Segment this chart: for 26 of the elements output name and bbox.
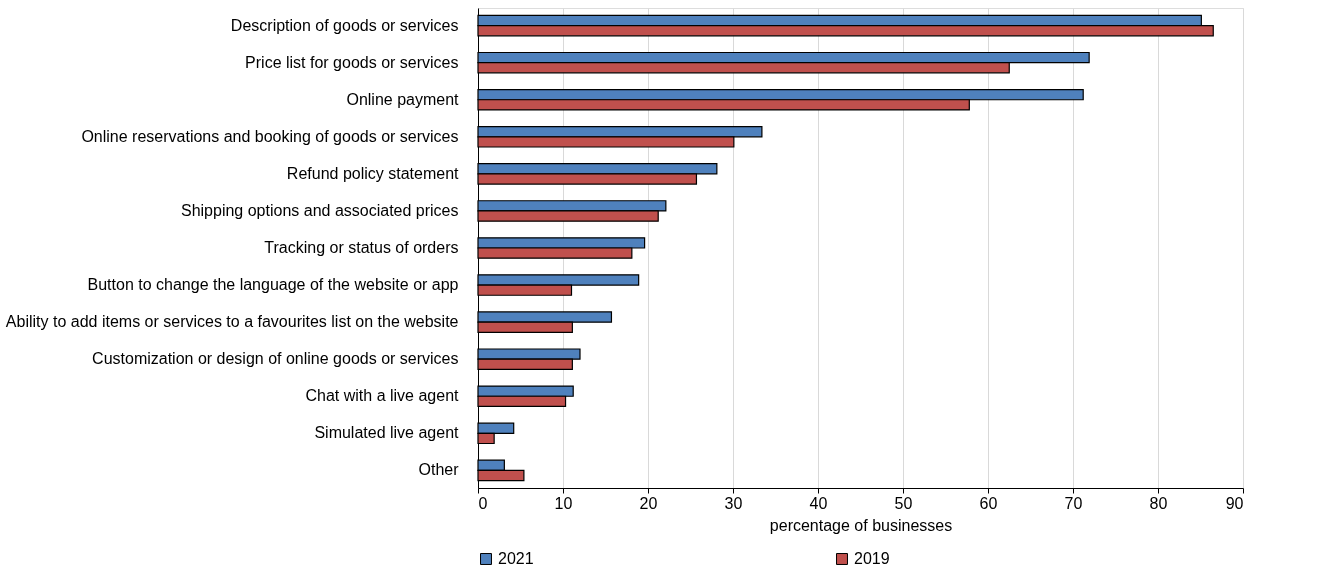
y-tick-label: Refund policy statement	[286, 164, 460, 182]
y-tick-label: Ability to add items or services to a favourites list on the website	[5, 313, 459, 331]
legend-label: 2021	[498, 550, 534, 567]
x-tick-label: 30	[724, 494, 743, 512]
x-tick-label: 0	[478, 494, 488, 512]
x-tick-label: 70	[1064, 494, 1083, 512]
y-tick-label: Online reservations and booking of goods or services	[81, 127, 459, 145]
x-axis-title: percentage of businesses	[769, 516, 953, 534]
x-tick-label: 60	[979, 494, 998, 512]
y-tick-label: Other	[418, 461, 460, 479]
x-tick-label: 40	[809, 494, 828, 512]
x-tick-label: 50	[894, 494, 913, 512]
x-tick-label: 90	[1225, 494, 1244, 512]
x-tick-label: 10	[554, 494, 573, 512]
y-tick-label: Tracking or status of orders	[264, 239, 459, 256]
y-tick-label: Price list for goods or services	[245, 53, 459, 71]
x-tick-label: 80	[1149, 494, 1168, 512]
y-tick-label: Customization or design of online goods or services	[92, 350, 459, 368]
y-tick-label: Button to change the language of the website or app	[87, 276, 459, 294]
y-tick-label: Description of goods or services	[230, 16, 459, 34]
y-tick-label: Simulated live agent	[314, 424, 460, 442]
y-tick-label: Chat with a live agent	[305, 387, 460, 405]
x-tick-label: 20	[639, 494, 658, 512]
y-tick-label: Online payment	[346, 90, 460, 108]
legend-label: 2019	[854, 550, 890, 567]
y-tick-label: Shipping options and associated prices	[180, 201, 459, 219]
